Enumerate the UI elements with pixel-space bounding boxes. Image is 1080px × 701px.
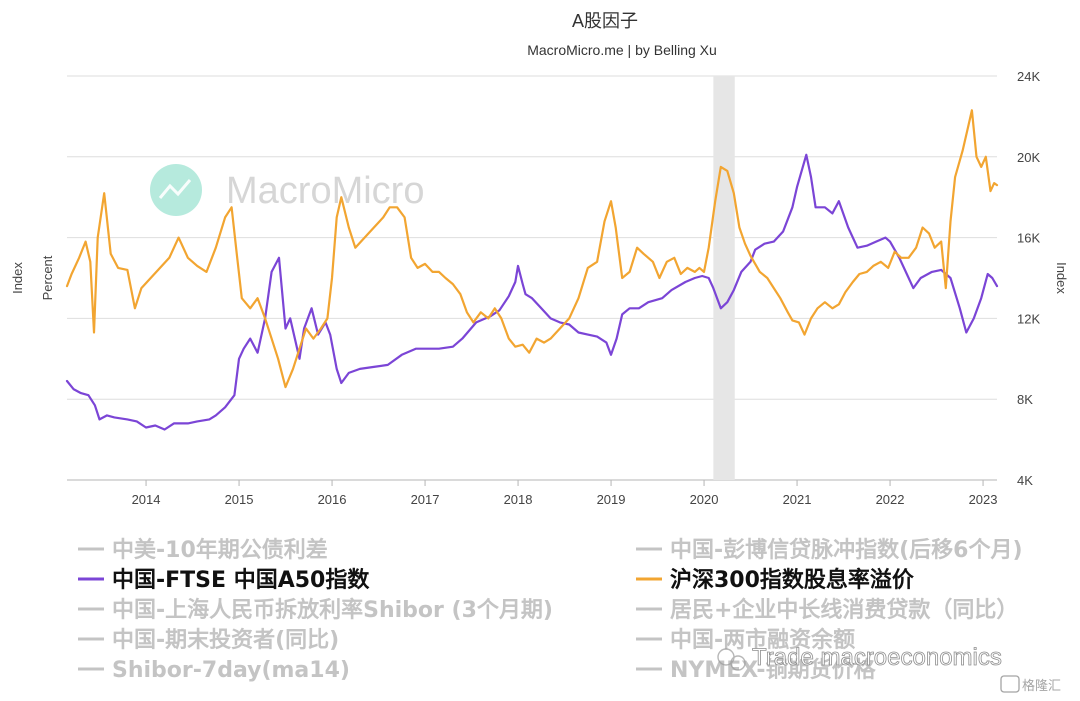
legend-item[interactable]: NYMEX-铜期货价格 — [670, 657, 877, 683]
x-tick-label: 2016 — [318, 492, 347, 507]
legend-item[interactable]: 中美-10年期公债利差 — [112, 537, 328, 563]
right-axis-label: Index — [1054, 262, 1069, 294]
macromicro-logo-mark — [158, 179, 192, 199]
x-tick-label: 2018 — [504, 492, 533, 507]
y-tick-label: 8K — [1017, 392, 1033, 407]
chart-title: A股因子 — [572, 11, 638, 31]
wechat-icon — [717, 648, 746, 671]
grid-lines — [67, 75, 997, 481]
left-outer-axis-label: Index — [10, 262, 25, 294]
macromicro-wordmark: MacroMicro — [226, 170, 424, 212]
gelonghui-badge-text: 格隆汇 — [1022, 678, 1061, 694]
y-tick-label: 12K — [1017, 311, 1040, 326]
left-inner-axis-label: Percent — [40, 255, 55, 300]
x-tick-label: 2019 — [597, 492, 626, 507]
legend-item[interactable]: Shibor-7day(ma14) — [112, 658, 350, 683]
series-line — [65, 153, 999, 431]
macromicro-watermark: MacroMicro — [150, 164, 424, 216]
legend-item[interactable]: 中国-两市融资余额 — [670, 627, 855, 653]
x-tick-label: 2017 — [411, 492, 440, 507]
y-tick-label: 20K — [1017, 150, 1040, 165]
wechat-watermark: Trade macroeconomics — [752, 644, 1002, 671]
legend-item[interactable]: 居民+企业中长线消费贷款（同比） — [670, 597, 1018, 623]
y-tick-label: 16K — [1017, 231, 1040, 246]
legend-item[interactable]: 中国-彭博信贷脉冲指数(后移6个月) — [670, 537, 1023, 563]
x-tick-label: 2020 — [690, 492, 719, 507]
chart-subtitle: MacroMicro.me | by Belling Xu — [527, 42, 717, 58]
gelonghui-badge: 格隆汇 — [1000, 675, 1061, 694]
legend-item[interactable]: 中国-上海人民币拆放利率Shibor (3个月期) — [112, 597, 553, 623]
series-line — [65, 109, 999, 389]
legend-item[interactable]: 中国-期末投资者(同比) — [112, 628, 339, 653]
y-tick-label: 4K — [1017, 473, 1033, 488]
x-tick-label: 2021 — [783, 492, 812, 507]
x-tick-label: 2014 — [132, 492, 161, 507]
recession-band — [713, 76, 735, 480]
x-tick-label: 2023 — [969, 492, 998, 507]
y-tick-label: 24K — [1017, 69, 1040, 84]
series-layer — [65, 109, 999, 431]
legend-item[interactable]: 沪深300指数股息率溢价 — [670, 567, 915, 593]
y-axis-right: 24K 20K 16K 12K 8K 4K — [1017, 69, 1040, 488]
x-tick-label: 2022 — [876, 492, 905, 507]
x-axis: 2014 2015 2016 2017 2018 2019 2020 2021 2022 2023 — [132, 480, 998, 507]
x-tick-label: 2015 — [225, 492, 254, 507]
legend-item[interactable]: 中国-FTSE 中国A50指数 — [112, 567, 370, 593]
